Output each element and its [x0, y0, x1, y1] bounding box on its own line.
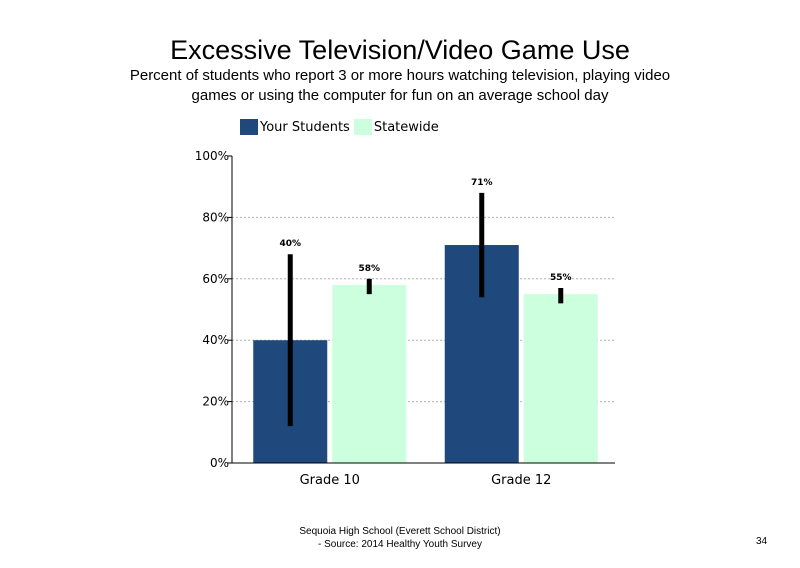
y-tick-label: 80%: [202, 210, 229, 224]
y-tick-label: 20%: [202, 395, 229, 409]
legend-label-statewide: Statewide: [373, 119, 439, 135]
legend-swatch-statewide: [353, 119, 372, 135]
data-label: 55%: [550, 273, 572, 283]
legend-label-your-students: Your Students: [260, 119, 350, 135]
footer-source: - Source: 2014 Healthy Youth Survey: [318, 539, 482, 550]
data-label: 58%: [358, 264, 380, 274]
legend-item-statewide: Statewide: [353, 119, 439, 135]
bar: [332, 284, 407, 463]
data-label: 40%: [279, 239, 301, 249]
footer: Sequoia High School (Everett School Dist…: [180, 525, 620, 551]
legend-swatch-your-students: [240, 119, 258, 135]
y-tick-label: 100%: [195, 149, 229, 163]
chart-subtitle: Percent of students who report 3 or more…: [129, 67, 671, 104]
legend-item-your-students: Your Students: [240, 119, 350, 135]
y-tick-label: 60%: [202, 272, 229, 286]
page-number: 34: [756, 536, 768, 547]
y-tick-label: 0%: [210, 456, 229, 470]
bar: [523, 294, 598, 463]
x-tick-label: Grade 12: [491, 473, 551, 488]
data-label: 71%: [471, 178, 493, 188]
chart-title: Excessive Television/Video Game Use: [170, 35, 630, 65]
y-tick-label: 40%: [202, 333, 229, 347]
chart-legend: Your Students Statewide: [240, 118, 443, 136]
footer-school: Sequoia High School (Everett School Dist…: [299, 526, 501, 537]
x-tick-label: Grade 10: [300, 473, 360, 488]
